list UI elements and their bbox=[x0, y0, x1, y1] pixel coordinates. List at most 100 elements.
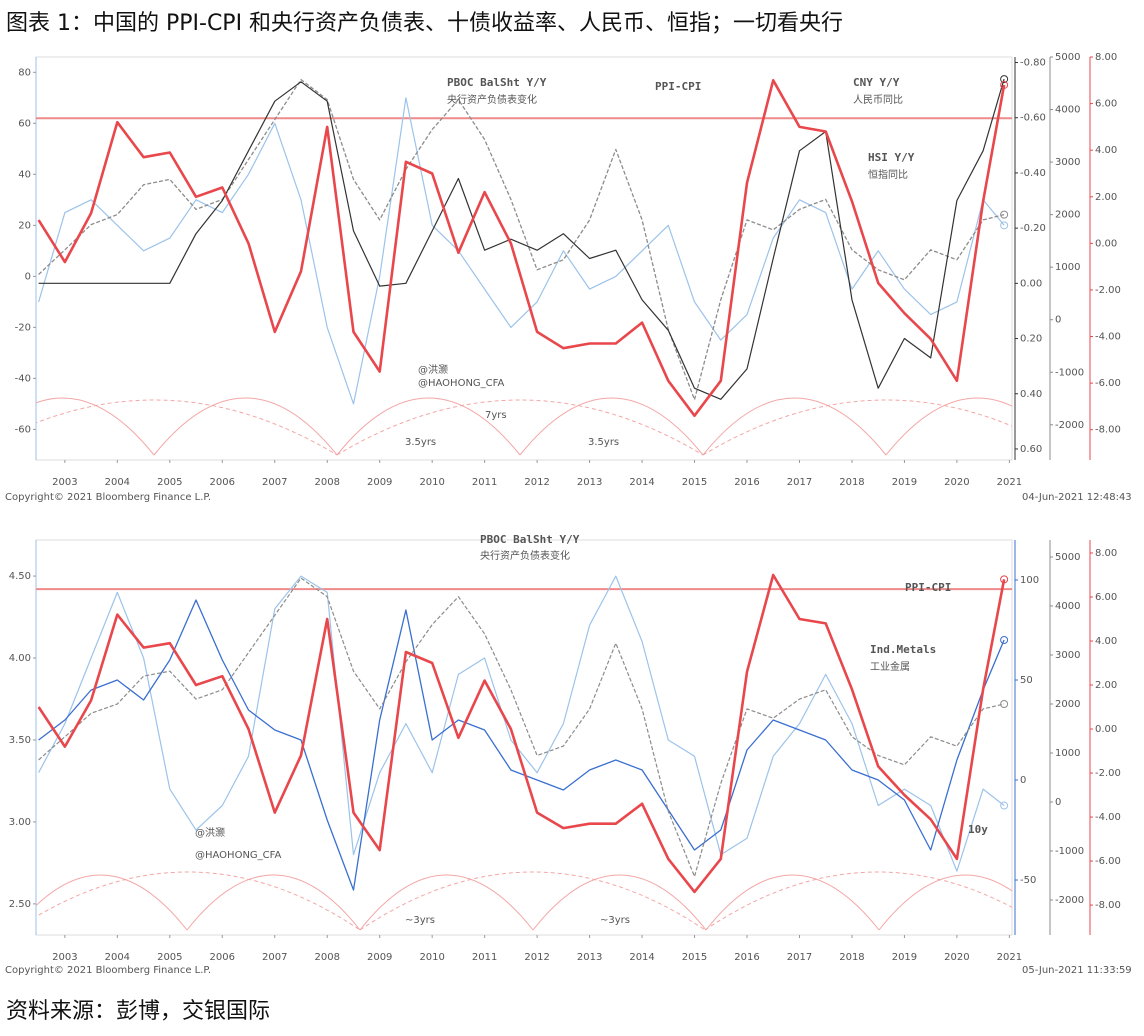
series-label: PPI-CPI bbox=[905, 581, 951, 594]
end-marker bbox=[1000, 80, 1009, 89]
cycle-arc bbox=[336, 399, 704, 456]
y-tick-label: 4.00 bbox=[1095, 145, 1117, 156]
y-tick-label: -2000 bbox=[1055, 895, 1084, 906]
cycle-arc bbox=[878, 874, 1012, 931]
y-tick-label: 0.00 bbox=[1095, 724, 1117, 735]
end-marker bbox=[1000, 575, 1009, 584]
y-tick-label: 60 bbox=[18, 118, 31, 129]
x-tick-label: 2021 bbox=[997, 952, 1022, 963]
x-tick-label: 2012 bbox=[524, 477, 549, 488]
x-tick-label: 2008 bbox=[314, 477, 339, 488]
y-tick-label: 0.00 bbox=[1020, 278, 1042, 289]
x-tick-label: 2015 bbox=[682, 952, 707, 963]
x-tick-label: 2016 bbox=[734, 477, 759, 488]
x-tick-label: 2021 bbox=[997, 477, 1022, 488]
y-tick-label: -1000 bbox=[1055, 846, 1084, 857]
y-tick-label: 2000 bbox=[1055, 699, 1080, 710]
end-marker bbox=[1000, 210, 1009, 219]
end-marker bbox=[1000, 801, 1009, 810]
annotation: ~3yrs bbox=[600, 915, 630, 926]
y-tick-label: 8.00 bbox=[1095, 548, 1117, 559]
y-tick-label: 0.00 bbox=[1095, 238, 1117, 249]
x-tick-label: 2012 bbox=[524, 952, 549, 963]
cycle-arc bbox=[359, 871, 706, 931]
x-tick-label: 2005 bbox=[157, 477, 182, 488]
x-tick-label: 2011 bbox=[472, 477, 497, 488]
source: 资料来源：彭博，交银国际 bbox=[6, 999, 270, 1024]
end-marker bbox=[1000, 700, 1009, 709]
y-tick-label: 0 bbox=[1055, 315, 1061, 326]
x-tick-label: 2020 bbox=[944, 952, 969, 963]
series-label: HSI Y/Y bbox=[868, 151, 915, 164]
y-tick-label: 2000 bbox=[1055, 210, 1080, 221]
annotation: 恒指同比 bbox=[868, 168, 908, 181]
annotation: 央行资产负债表变化 bbox=[447, 93, 537, 106]
cycle-arc bbox=[705, 874, 880, 931]
y-tick-label: -0.80 bbox=[1020, 58, 1046, 69]
y-tick-label: 3.50 bbox=[9, 735, 31, 746]
cycle-arc bbox=[519, 397, 704, 456]
cycle-arc bbox=[704, 871, 1012, 931]
cycle-arc bbox=[359, 874, 534, 931]
x-tick-label: 2018 bbox=[839, 952, 864, 963]
end-marker bbox=[1000, 221, 1009, 230]
y-tick-label: -1000 bbox=[1055, 367, 1084, 378]
plot-area bbox=[35, 56, 1013, 461]
series-label: 10y bbox=[968, 823, 988, 836]
y-tick-label: 5000 bbox=[1055, 552, 1080, 563]
x-tick-label: 2003 bbox=[52, 952, 77, 963]
end-marker bbox=[1000, 636, 1009, 644]
cycle-arc bbox=[36, 874, 188, 931]
x-tick-label: 2004 bbox=[105, 952, 130, 963]
annotation: 05-Jun-2021 11:33:59 bbox=[1022, 965, 1132, 976]
cycle-arc bbox=[36, 871, 361, 931]
y-tick-label: -6.00 bbox=[1095, 856, 1121, 867]
annotation: ~3yrs bbox=[405, 915, 435, 926]
cycle-arc bbox=[702, 397, 887, 456]
series-label: PBOC BalSht Y/Y bbox=[447, 76, 547, 89]
x-tick-label: 2003 bbox=[52, 477, 77, 488]
annotation: 04-Jun-2021 12:48:43 bbox=[1022, 492, 1132, 503]
y-tick-label: 100 bbox=[1020, 575, 1039, 586]
y-tick-label: 5000 bbox=[1055, 52, 1080, 63]
y-tick-label: 0 bbox=[25, 271, 31, 282]
y-tick-label: -8.00 bbox=[1095, 425, 1121, 436]
x-tick-label: 2013 bbox=[577, 477, 602, 488]
y-tick-label: -0.60 bbox=[1020, 113, 1046, 124]
y-tick-label: -2.00 bbox=[1095, 285, 1121, 296]
y-tick-label: 6.00 bbox=[1095, 99, 1117, 110]
y-tick-label: -40 bbox=[15, 373, 31, 384]
y-tick-label: 4.50 bbox=[9, 571, 31, 582]
series-label: PPI-CPI bbox=[655, 80, 701, 93]
series-label: CNY Y/Y bbox=[853, 76, 900, 89]
end-marker bbox=[1000, 75, 1009, 84]
y-tick-label: 0 bbox=[1020, 775, 1026, 786]
annotation: 央行资产负债表变化 bbox=[480, 549, 570, 562]
annotation: 工业金属 bbox=[870, 660, 910, 673]
y-tick-label: 50 bbox=[1020, 675, 1033, 686]
y-tick-label: 3000 bbox=[1055, 157, 1080, 168]
annotation: 7yrs bbox=[485, 410, 507, 421]
y-tick-label: 2.00 bbox=[1095, 192, 1117, 203]
x-tick-label: 2007 bbox=[262, 477, 287, 488]
x-tick-label: 2009 bbox=[367, 952, 392, 963]
cycle-arc bbox=[36, 397, 155, 456]
annotation: 3.5yrs bbox=[588, 437, 619, 448]
y-tick-label: 80 bbox=[18, 67, 31, 78]
y-tick-label: 3000 bbox=[1055, 650, 1080, 661]
y-tick-label: -8.00 bbox=[1095, 900, 1121, 911]
annotation: @HAOHONG_CFA bbox=[418, 378, 504, 389]
y-tick-label: 6.00 bbox=[1095, 592, 1117, 603]
series-line bbox=[38, 577, 1005, 878]
cycle-arc bbox=[153, 397, 338, 456]
plot-area bbox=[35, 539, 1013, 936]
y-tick-label: -4.00 bbox=[1095, 812, 1121, 823]
y-tick-label: 2.00 bbox=[1095, 680, 1117, 691]
x-tick-label: 2004 bbox=[105, 477, 130, 488]
y-tick-label: 0.20 bbox=[1020, 334, 1042, 345]
x-tick-label: 2008 bbox=[314, 952, 339, 963]
annotation: @洪灏 bbox=[195, 827, 225, 839]
y-tick-label: -2000 bbox=[1055, 420, 1084, 431]
x-tick-label: 2019 bbox=[892, 952, 917, 963]
